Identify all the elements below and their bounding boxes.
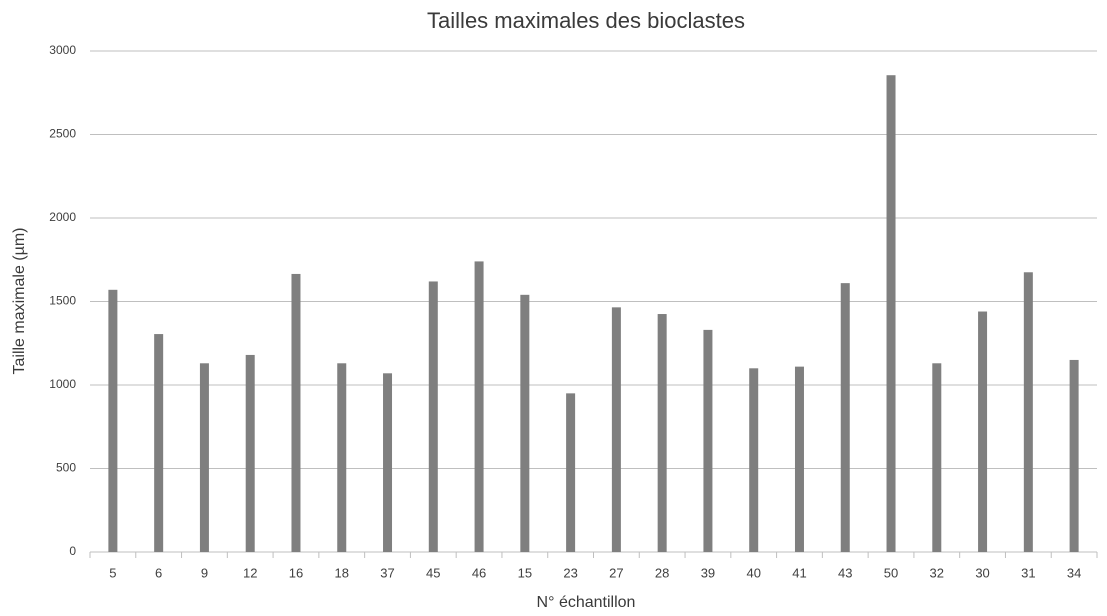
bar: [383, 373, 393, 552]
bar: [291, 273, 301, 552]
x-tick-label: 40: [746, 565, 760, 580]
bar: [199, 363, 209, 552]
bar: [932, 363, 942, 552]
x-tick-label: 28: [655, 565, 669, 580]
bar: [337, 363, 347, 552]
x-tick-label: 9: [201, 565, 208, 580]
x-tick-label: 5: [109, 565, 116, 580]
x-tick-label: 43: [838, 565, 852, 580]
y-tick-label: 0: [69, 544, 76, 558]
x-tick-label: 41: [792, 565, 806, 580]
x-tick-label: 15: [518, 565, 532, 580]
bar: [840, 283, 850, 552]
bar: [749, 368, 759, 552]
x-tick-label: 12: [243, 565, 257, 580]
x-tick-label: 30: [975, 565, 989, 580]
x-tick-label: 50: [884, 565, 898, 580]
x-axis-title: N° échantillon: [537, 594, 636, 611]
x-tick-label: 32: [930, 565, 944, 580]
y-tick-label: 2000: [49, 210, 76, 224]
bar: [1069, 359, 1079, 552]
bar: [520, 294, 530, 552]
bar: [566, 393, 576, 552]
bar: [474, 261, 484, 552]
bar: [703, 329, 713, 552]
y-tick-label: 1000: [49, 377, 76, 391]
bar: [108, 289, 118, 552]
y-tick-label: 2500: [49, 127, 76, 141]
x-tick-label: 27: [609, 565, 623, 580]
x-tick-label: 46: [472, 565, 486, 580]
bar: [978, 311, 988, 552]
bar: [428, 281, 438, 552]
y-tick-label: 3000: [49, 43, 76, 57]
x-tick-label: 23: [563, 565, 577, 580]
x-tick-label: 18: [335, 565, 349, 580]
bar: [154, 334, 164, 552]
x-tick-label: 45: [426, 565, 440, 580]
bar: [657, 314, 667, 552]
y-tick-label: 500: [56, 461, 76, 475]
x-tick-label: 16: [289, 565, 303, 580]
x-tick-label: 37: [380, 565, 394, 580]
bar: [886, 75, 896, 552]
x-tick-label: 34: [1067, 565, 1081, 580]
y-axis-title: Taille maximale (µm): [11, 227, 28, 374]
x-tick-label: 39: [701, 565, 715, 580]
y-tick-label: 1500: [49, 294, 76, 308]
x-tick-label: 6: [155, 565, 162, 580]
bar: [794, 366, 804, 552]
bar: [245, 354, 255, 552]
bar: [1023, 272, 1033, 552]
x-tick-label: 31: [1021, 565, 1035, 580]
bar: [611, 307, 621, 552]
chart-title: Tailles maximales des bioclastes: [427, 8, 745, 33]
